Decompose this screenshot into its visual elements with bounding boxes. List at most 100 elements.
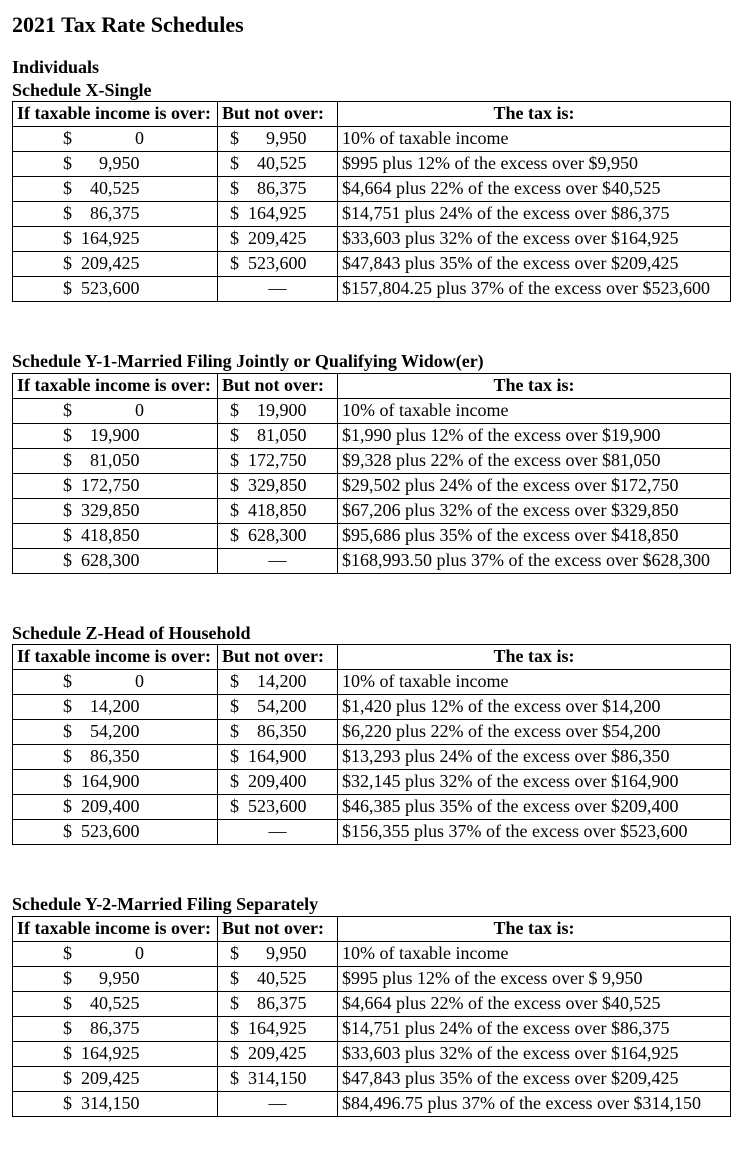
cell-tax-is: $33,603 plus 32% of the excess over $164… (338, 227, 731, 252)
cell-income-over: $ 0 (13, 670, 218, 695)
cell-tax-is: $995 plus 12% of the excess over $ 9,950 (338, 966, 731, 991)
schedule-section: Schedule X-SingleIf taxable income is ov… (12, 79, 732, 303)
cell-income-over: $ 0 (13, 941, 218, 966)
cell-tax-is: $168,993.50 plus 37% of the excess over … (338, 548, 731, 573)
cell-tax-is: $84,496.75 plus 37% of the excess over $… (338, 1091, 731, 1116)
cell-tax-is: 10% of taxable income (338, 941, 731, 966)
table-row: $ 164,900$ 209,400$32,145 plus 32% of th… (13, 770, 731, 795)
individuals-label: Individuals (12, 56, 732, 79)
cell-tax-is: $1,420 plus 12% of the excess over $14,2… (338, 695, 731, 720)
table-row: $ 209,425$ 523,600$47,843 plus 35% of th… (13, 252, 731, 277)
cell-income-not-over: $ 9,950 (218, 127, 338, 152)
cell-income-not-over: $ 14,200 (218, 670, 338, 695)
cell-tax-is: $6,220 plus 22% of the excess over $54,2… (338, 720, 731, 745)
schedule-title: Schedule X-Single (12, 79, 732, 102)
cell-income-over: $ 86,375 (13, 202, 218, 227)
cell-tax-is: $46,385 plus 35% of the excess over $209… (338, 795, 731, 820)
cell-income-over: $ 523,600 (13, 820, 218, 845)
cell-tax-is: $95,686 plus 35% of the excess over $418… (338, 523, 731, 548)
table-row: $ 14,200$ 54,200$1,420 plus 12% of the e… (13, 695, 731, 720)
cell-income-over: $ 418,850 (13, 523, 218, 548)
cell-income-not-over: $ 209,400 (218, 770, 338, 795)
table-header-row: If taxable income is over:But not over:T… (13, 645, 731, 670)
cell-income-not-over: $ 329,850 (218, 473, 338, 498)
cell-income-not-over: $ 523,600 (218, 252, 338, 277)
col-header-over: If taxable income is over: (13, 916, 218, 941)
cell-tax-is: $14,751 plus 24% of the excess over $86,… (338, 202, 731, 227)
cell-income-over: $ 81,050 (13, 448, 218, 473)
cell-income-over: $ 209,425 (13, 1066, 218, 1091)
col-header-over: If taxable income is over: (13, 102, 218, 127)
table-header-row: If taxable income is over:But not over:T… (13, 916, 731, 941)
col-header-not-over: But not over: (218, 373, 338, 398)
cell-tax-is: $995 plus 12% of the excess over $9,950 (338, 152, 731, 177)
cell-tax-is: 10% of taxable income (338, 398, 731, 423)
cell-income-not-over: $ 172,750 (218, 448, 338, 473)
cell-income-not-over: $ 19,900 (218, 398, 338, 423)
cell-income-not-over: $ 209,425 (218, 1041, 338, 1066)
cell-tax-is: $67,206 plus 32% of the excess over $329… (338, 498, 731, 523)
cell-tax-is: $157,804.25 plus 37% of the excess over … (338, 277, 731, 302)
cell-income-not-over: $ 40,525 (218, 966, 338, 991)
cell-income-over: $ 40,525 (13, 991, 218, 1016)
cell-income-not-over: $ 164,925 (218, 202, 338, 227)
cell-income-not-over: $ 164,925 (218, 1016, 338, 1041)
col-header-over: If taxable income is over: (13, 645, 218, 670)
cell-tax-is: $47,843 plus 35% of the excess over $209… (338, 1066, 731, 1091)
cell-income-not-over: $ 628,300 (218, 523, 338, 548)
table-header-row: If taxable income is over:But not over:T… (13, 373, 731, 398)
cell-income-over: $ 164,925 (13, 227, 218, 252)
table-row: $ 164,925$ 209,425$33,603 plus 32% of th… (13, 1041, 731, 1066)
table-row: $ 164,925$ 209,425$33,603 plus 32% of th… (13, 227, 731, 252)
table-row: $ 54,200$ 86,350$6,220 plus 22% of the e… (13, 720, 731, 745)
table-row: $ 523,600—$157,804.25 plus 37% of the ex… (13, 277, 731, 302)
tax-table: If taxable income is over:But not over:T… (12, 916, 731, 1117)
table-row: $ 40,525$ 86,375$4,664 plus 22% of the e… (13, 991, 731, 1016)
cell-income-over: $ 164,900 (13, 770, 218, 795)
col-header-tax-is: The tax is: (338, 102, 731, 127)
cell-income-over: $ 9,950 (13, 152, 218, 177)
cell-tax-is: $32,145 plus 32% of the excess over $164… (338, 770, 731, 795)
col-header-not-over: But not over: (218, 916, 338, 941)
tax-table: If taxable income is over:But not over:T… (12, 373, 731, 574)
col-header-tax-is: The tax is: (338, 373, 731, 398)
cell-income-not-over: $ 86,375 (218, 177, 338, 202)
cell-income-over: $ 0 (13, 127, 218, 152)
table-row: $ 86,350$ 164,900$13,293 plus 24% of the… (13, 745, 731, 770)
cell-income-over: $ 172,750 (13, 473, 218, 498)
schedule-title: Schedule Y-2-Married Filing Separately (12, 893, 732, 916)
tax-table: If taxable income is over:But not over:T… (12, 644, 731, 845)
schedule-title: Schedule Z-Head of Household (12, 622, 732, 645)
cell-tax-is: $13,293 plus 24% of the excess over $86,… (338, 745, 731, 770)
table-row: $ 209,400$ 523,600$46,385 plus 35% of th… (13, 795, 731, 820)
table-row: $ 523,600—$156,355 plus 37% of the exces… (13, 820, 731, 845)
cell-income-not-over: $ 40,525 (218, 152, 338, 177)
cell-income-over: $ 523,600 (13, 277, 218, 302)
cell-income-over: $ 209,400 (13, 795, 218, 820)
cell-tax-is: $47,843 plus 35% of the excess over $209… (338, 252, 731, 277)
table-row: $ 81,050$ 172,750$9,328 plus 22% of the … (13, 448, 731, 473)
tax-table: If taxable income is over:But not over:T… (12, 101, 731, 302)
table-row: $ 9,950$ 40,525$995 plus 12% of the exce… (13, 152, 731, 177)
cell-income-not-over: — (218, 820, 338, 845)
table-row: $ 86,375$ 164,925$14,751 plus 24% of the… (13, 1016, 731, 1041)
cell-income-not-over: $ 9,950 (218, 941, 338, 966)
table-header-row: If taxable income is over:But not over:T… (13, 102, 731, 127)
page-title: 2021 Tax Rate Schedules (12, 12, 732, 38)
table-row: $ 628,300—$168,993.50 plus 37% of the ex… (13, 548, 731, 573)
col-header-tax-is: The tax is: (338, 645, 731, 670)
table-row: $ 329,850$ 418,850$67,206 plus 32% of th… (13, 498, 731, 523)
cell-tax-is: $9,328 plus 22% of the excess over $81,0… (338, 448, 731, 473)
table-row: $ 9,950$ 40,525$995 plus 12% of the exce… (13, 966, 731, 991)
cell-income-not-over: $ 209,425 (218, 227, 338, 252)
schedule-title: Schedule Y-1-Married Filing Jointly or Q… (12, 350, 732, 373)
cell-income-not-over: $ 164,900 (218, 745, 338, 770)
cell-income-not-over: — (218, 1091, 338, 1116)
cell-income-not-over: $ 86,375 (218, 991, 338, 1016)
table-row: $ 0$ 14,20010% of taxable income (13, 670, 731, 695)
cell-income-over: $ 86,375 (13, 1016, 218, 1041)
table-row: $ 209,425$ 314,150$47,843 plus 35% of th… (13, 1066, 731, 1091)
cell-income-over: $ 329,850 (13, 498, 218, 523)
col-header-over: If taxable income is over: (13, 373, 218, 398)
cell-tax-is: $14,751 plus 24% of the excess over $86,… (338, 1016, 731, 1041)
